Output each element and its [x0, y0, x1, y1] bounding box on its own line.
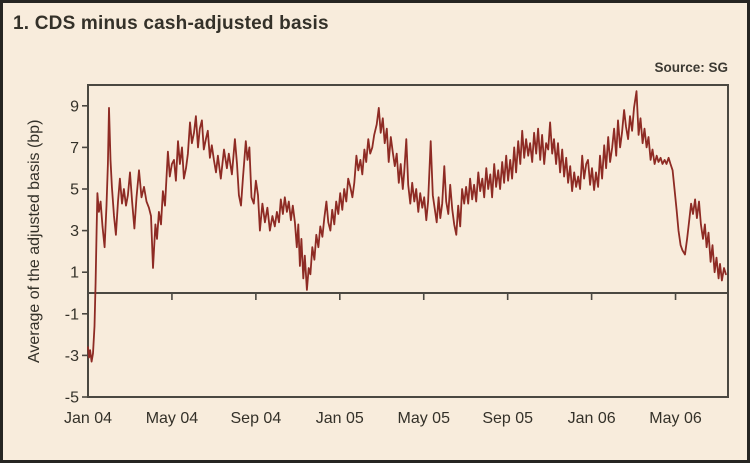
y-tick-label: 3 [70, 223, 79, 240]
y-tick-label: -5 [65, 390, 79, 407]
x-tick-label: Jan 04 [64, 410, 112, 427]
y-tick-label: -3 [65, 348, 79, 365]
x-tick-label: May 04 [146, 410, 199, 427]
y-tick-label: 9 [70, 98, 79, 115]
x-tick-label: May 06 [649, 410, 702, 427]
y-tick-label: 5 [70, 182, 79, 199]
x-tick-label: Jan 05 [316, 410, 364, 427]
y-tick-label: 7 [70, 140, 79, 157]
y-tick-label: -1 [65, 306, 79, 323]
x-tick-label: Sep 04 [231, 410, 282, 427]
x-tick-label: May 05 [398, 410, 451, 427]
y-tick-label: 1 [70, 265, 79, 282]
data-line [87, 90, 727, 363]
x-tick-label: Sep 05 [482, 410, 533, 427]
figure-title: 1. CDS minus cash-adjusted basis [13, 13, 329, 34]
x-tick-label: Jan 06 [568, 410, 616, 427]
source-label: Source: SG [654, 60, 728, 75]
plot-frame [87, 84, 729, 398]
